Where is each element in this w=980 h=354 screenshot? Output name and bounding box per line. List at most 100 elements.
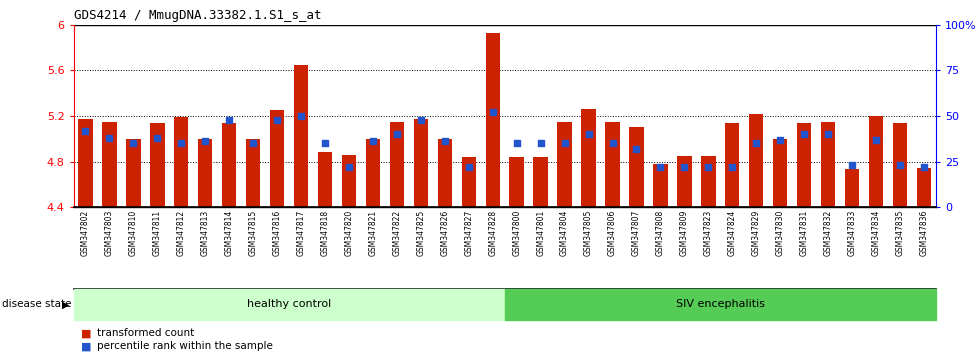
Bar bbox=[74, 289, 505, 320]
Bar bbox=[558, 122, 571, 207]
Point bbox=[772, 137, 788, 142]
Text: ▶: ▶ bbox=[62, 299, 70, 309]
Bar bbox=[126, 139, 140, 207]
Bar bbox=[246, 139, 261, 207]
Bar bbox=[581, 109, 596, 207]
Text: GSM347833: GSM347833 bbox=[848, 210, 857, 256]
Bar bbox=[438, 139, 452, 207]
Text: GSM347809: GSM347809 bbox=[680, 210, 689, 256]
Text: GSM347815: GSM347815 bbox=[249, 210, 258, 256]
Bar bbox=[629, 127, 644, 207]
Point bbox=[293, 113, 309, 119]
Text: GSM347802: GSM347802 bbox=[81, 210, 90, 256]
Text: GSM347811: GSM347811 bbox=[153, 210, 162, 256]
Text: ■: ■ bbox=[81, 329, 92, 338]
Text: GSM347824: GSM347824 bbox=[728, 210, 737, 256]
Point bbox=[437, 139, 453, 144]
Text: GSM347821: GSM347821 bbox=[368, 210, 377, 256]
Bar bbox=[78, 119, 93, 207]
Point bbox=[844, 162, 859, 168]
Point bbox=[341, 164, 357, 170]
Point bbox=[892, 162, 907, 168]
Text: transformed count: transformed count bbox=[97, 329, 194, 338]
Point bbox=[221, 117, 237, 122]
Point bbox=[270, 117, 285, 122]
Text: GSM347808: GSM347808 bbox=[656, 210, 664, 256]
Point bbox=[676, 164, 692, 170]
Text: GSM347814: GSM347814 bbox=[224, 210, 233, 256]
Text: GSM347818: GSM347818 bbox=[320, 210, 329, 256]
Bar bbox=[342, 155, 356, 207]
Bar bbox=[222, 123, 236, 207]
Text: GSM347810: GSM347810 bbox=[129, 210, 138, 256]
Point bbox=[150, 135, 166, 141]
Text: GSM347804: GSM347804 bbox=[561, 210, 569, 256]
Point bbox=[389, 131, 405, 137]
Bar bbox=[414, 119, 428, 207]
Bar bbox=[102, 122, 117, 207]
Point bbox=[797, 131, 812, 137]
Bar bbox=[677, 156, 692, 207]
Bar bbox=[150, 123, 165, 207]
Text: GSM347828: GSM347828 bbox=[488, 210, 497, 256]
Bar bbox=[294, 65, 309, 207]
Point bbox=[628, 146, 644, 152]
Bar bbox=[893, 123, 907, 207]
Bar bbox=[510, 157, 524, 207]
Point bbox=[724, 164, 740, 170]
Point bbox=[461, 164, 476, 170]
Bar bbox=[701, 156, 715, 207]
Point bbox=[366, 139, 381, 144]
Bar bbox=[390, 122, 404, 207]
Bar bbox=[485, 33, 500, 207]
Point bbox=[318, 141, 333, 146]
Text: GSM347831: GSM347831 bbox=[800, 210, 808, 256]
Point bbox=[581, 131, 597, 137]
Bar bbox=[725, 123, 740, 207]
Point bbox=[485, 109, 501, 115]
Text: GDS4214 / MmugDNA.33382.1.S1_s_at: GDS4214 / MmugDNA.33382.1.S1_s_at bbox=[74, 9, 321, 22]
Point bbox=[701, 164, 716, 170]
Text: healthy control: healthy control bbox=[247, 299, 331, 309]
Point bbox=[916, 164, 932, 170]
Text: GSM347834: GSM347834 bbox=[871, 210, 880, 256]
Text: GSM347817: GSM347817 bbox=[297, 210, 306, 256]
Text: GSM347820: GSM347820 bbox=[345, 210, 354, 256]
Text: GSM347807: GSM347807 bbox=[632, 210, 641, 256]
Point bbox=[533, 141, 549, 146]
Point bbox=[605, 141, 620, 146]
Point bbox=[413, 117, 428, 122]
Text: GSM347829: GSM347829 bbox=[752, 210, 760, 256]
Point bbox=[509, 141, 524, 146]
Text: GSM347800: GSM347800 bbox=[513, 210, 521, 256]
Bar bbox=[366, 139, 380, 207]
Bar bbox=[462, 157, 476, 207]
Text: GSM347823: GSM347823 bbox=[704, 210, 712, 256]
Bar bbox=[270, 110, 284, 207]
Point bbox=[173, 141, 189, 146]
Point bbox=[197, 139, 213, 144]
Text: GSM347826: GSM347826 bbox=[440, 210, 449, 256]
Point bbox=[77, 128, 93, 133]
Point bbox=[125, 141, 141, 146]
Text: GSM347806: GSM347806 bbox=[608, 210, 617, 256]
Text: GSM347822: GSM347822 bbox=[392, 210, 402, 256]
Point bbox=[820, 131, 836, 137]
Bar bbox=[916, 169, 931, 207]
Bar bbox=[505, 289, 936, 320]
Text: GSM347816: GSM347816 bbox=[272, 210, 281, 256]
Text: percentile rank within the sample: percentile rank within the sample bbox=[97, 341, 272, 351]
Text: disease state: disease state bbox=[2, 299, 72, 309]
Text: SIV encephalitis: SIV encephalitis bbox=[676, 299, 764, 309]
Text: GSM347803: GSM347803 bbox=[105, 210, 114, 256]
Bar bbox=[869, 116, 883, 207]
Text: GSM347827: GSM347827 bbox=[465, 210, 473, 256]
Bar bbox=[318, 153, 332, 207]
Bar bbox=[174, 117, 188, 207]
Bar bbox=[654, 164, 667, 207]
Bar bbox=[845, 170, 859, 207]
Text: GSM347825: GSM347825 bbox=[416, 210, 425, 256]
Text: GSM347812: GSM347812 bbox=[176, 210, 186, 256]
Point bbox=[557, 141, 572, 146]
Text: GSM347813: GSM347813 bbox=[201, 210, 210, 256]
